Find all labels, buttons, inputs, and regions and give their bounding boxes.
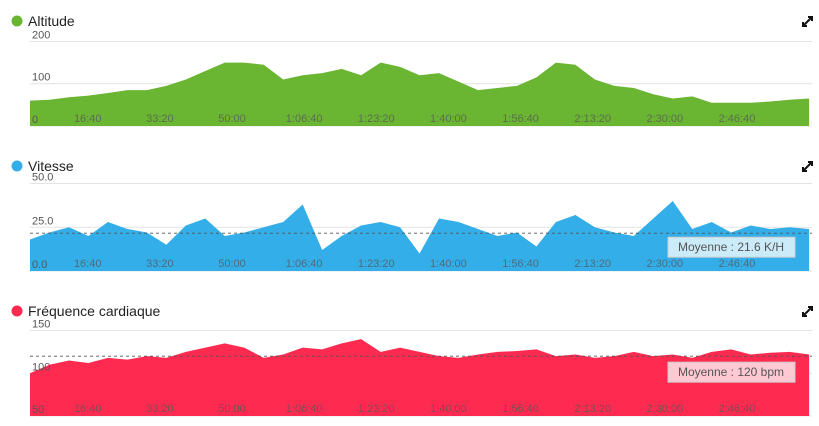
x-tick-label: 1:56:40 [502,258,539,270]
x-tick-label: 16:40 [74,113,102,125]
y-tick-label: 0 [32,114,38,126]
y-tick-label: 150 [32,319,50,331]
x-tick-label: 1:40:00 [430,258,467,270]
x-tick-label: 33:20 [146,113,174,125]
y-tick-label: 0.0 [32,259,47,271]
x-tick-label: 1:06:40 [286,403,323,415]
x-tick-label: 2:46:40 [719,258,756,270]
area [30,201,810,271]
x-tick-label: 16:40 [74,258,102,270]
mean-label-box [667,361,796,383]
mean-label-box [667,236,796,258]
x-tick-label: 1:23:20 [358,258,395,270]
x-tick-label: 2:46:40 [719,403,756,415]
x-tick-label: 2:13:20 [574,403,611,415]
x-tick-label: 2:30:00 [646,113,683,125]
x-tick-label: 2:30:00 [646,403,683,415]
y-tick-label: 100 [32,361,50,373]
x-tick-label: 1:23:20 [358,113,395,125]
x-tick-label: 1:40:00 [430,113,467,125]
x-tick-label: 33:20 [146,258,174,270]
y-tick-label: 200 [32,29,50,41]
x-tick-label: 1:56:40 [502,113,539,125]
expand-icon[interactable] [802,16,813,317]
mean-label: Moyenne : 120 bpm [678,365,784,379]
area [30,62,810,126]
legend-dot [11,160,23,172]
area [30,339,810,416]
chart-title: Altitude [28,13,75,29]
y-tick-label: 100 [32,72,50,84]
x-tick-label: 50:00 [218,258,246,270]
legend-dot [11,15,23,27]
x-tick-label: 1:23:20 [358,403,395,415]
x-tick-label: 16:40 [74,403,102,415]
y-tick-label: 25.0 [32,215,53,227]
legend-dot [11,305,23,317]
x-tick-label: 50:00 [218,403,246,415]
y-tick-label: 50 [32,404,44,416]
x-tick-label: 2:46:40 [719,113,756,125]
chart-title: Vitesse [28,158,74,174]
x-tick-label: 1:06:40 [286,258,323,270]
x-tick-label: 33:20 [146,403,174,415]
x-tick-label: 1:06:40 [286,113,323,125]
x-tick-label: 2:13:20 [574,113,611,125]
x-tick-label: 1:56:40 [502,403,539,415]
x-tick-label: 50:00 [218,113,246,125]
y-tick-label: 50.0 [32,172,53,184]
chart-title: Fréquence cardiaque [28,303,161,319]
x-tick-label: 1:40:00 [430,403,467,415]
x-tick-label: 2:13:20 [574,258,611,270]
mean-label: Moyenne : 21.6 K/H [678,240,784,254]
x-tick-label: 2:30:00 [646,258,683,270]
